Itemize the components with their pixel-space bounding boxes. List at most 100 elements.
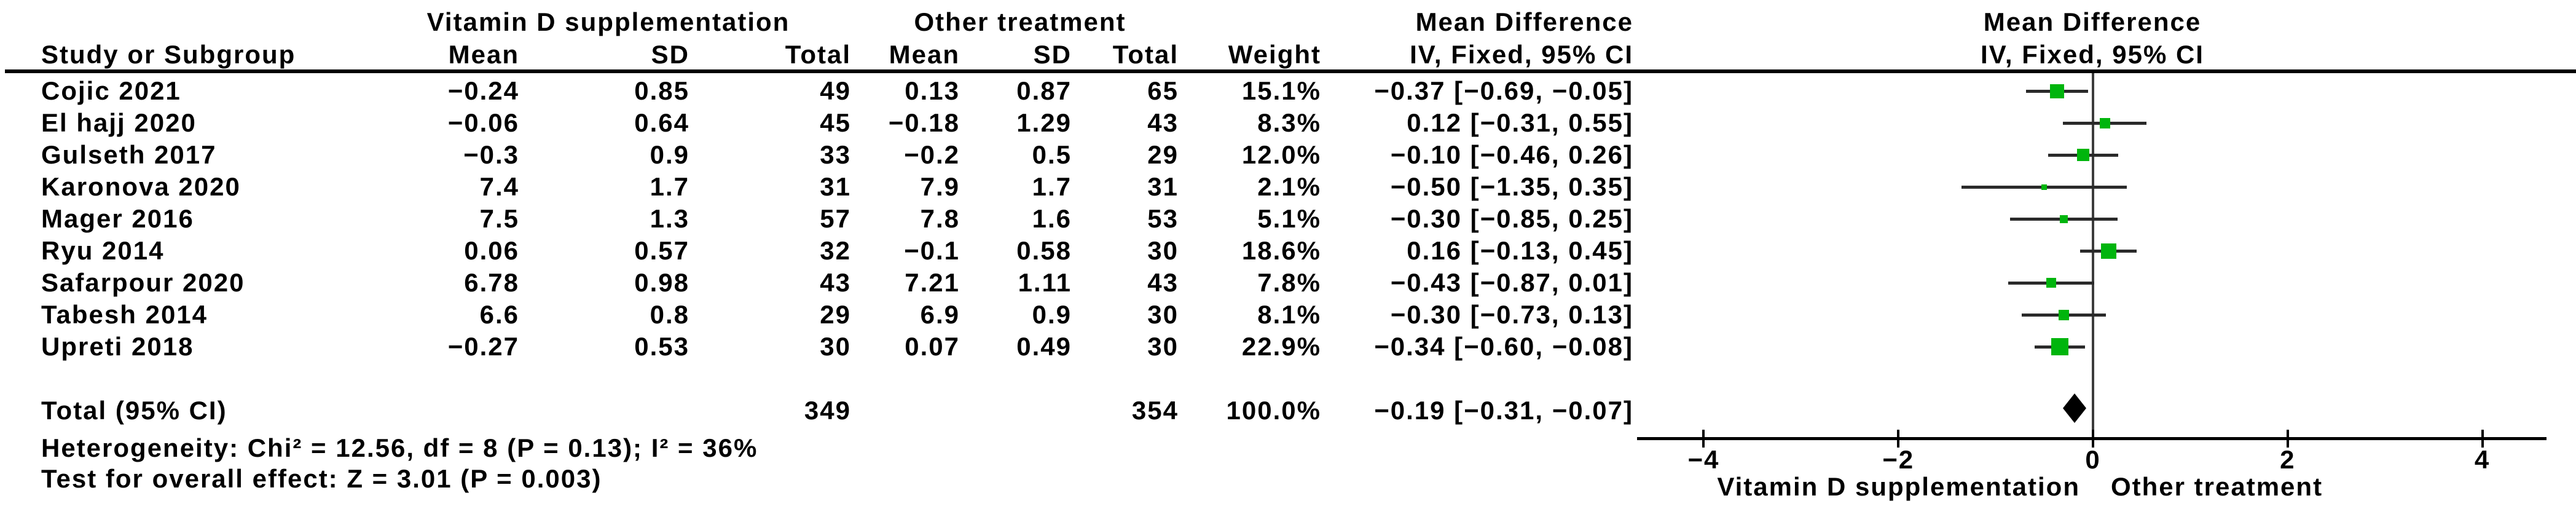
vd-mean-cell: 7.5 [479,204,519,233]
vd-total-cell: 31 [820,172,851,201]
vd-total-cell: 45 [820,108,851,137]
effect-square [2059,310,2069,320]
md-ci-cell: −0.34 [−0.60, −0.08] [1374,332,1633,361]
vd-total-header: Total [785,40,851,69]
vd-mean-cell: 7.4 [479,172,519,201]
effect-square [2077,149,2089,161]
other-total-header: Total [1112,40,1179,69]
other-sd-cell: 0.5 [1032,140,1072,169]
vd-total-cell: 49 [820,76,851,105]
study-name: Mager 2016 [41,204,194,233]
other-total-cell: 65 [1147,76,1179,105]
axis-tick [2286,430,2289,448]
weight-cell: 8.3% [1257,108,1321,137]
other-sd-cell: 0.49 [1016,332,1072,361]
effect-square [2101,243,2116,259]
weight-cell: 7.8% [1257,268,1321,297]
other-mean-cell: −0.1 [904,236,960,265]
md-ci-cell: 0.16 [−0.13, 0.45] [1407,236,1633,265]
vd-sd-cell: 0.85 [634,76,689,105]
weight-header: Weight [1228,40,1321,69]
weight-cell: 2.1% [1257,172,1321,201]
weight-cell: 5.1% [1257,204,1321,233]
total-label: Total (95% CI) [41,396,227,425]
other-sd-cell: 0.9 [1032,300,1072,329]
other-total-cell: 43 [1147,108,1179,137]
vd-mean-cell: −0.24 [447,76,519,105]
other-total-cell: 43 [1147,268,1179,297]
vd-sd-cell: 0.53 [634,332,689,361]
favours-left-label: Vitamin D supplementation [1717,472,2080,501]
axis-tick [1702,430,1705,448]
effect-square [2041,184,2047,190]
plot-mean-difference-header: Mean Difference [1983,7,2202,36]
other-total-cell: 30 [1147,300,1179,329]
vd-mean-cell: 0.06 [464,236,519,265]
vd-sd-cell: 0.57 [634,236,689,265]
study-name: Cojic 2021 [41,76,181,105]
vd-total-cell: 30 [820,332,851,361]
axis-tick-label: −4 [1687,445,1720,474]
vd-mean-cell: 6.78 [464,268,519,297]
vd-total-cell: 33 [820,140,851,169]
axis-tick [2092,430,2094,448]
other-sd-cell: 0.58 [1016,236,1072,265]
other-mean-header: Mean [889,40,960,69]
total-diamond [2062,393,2086,423]
vd-total-cell: 43 [820,268,851,297]
axis-tick-label: 4 [2474,445,2491,474]
effect-square [2051,338,2068,355]
other-mean-cell: 7.21 [905,268,960,297]
md-ci-cell: −0.50 [−1.35, 0.35] [1390,172,1633,201]
vd-sd-cell: 1.3 [650,204,689,233]
effect-square [2060,215,2068,223]
weight-cell: 18.6% [1241,236,1321,265]
other-mean-cell: 6.9 [920,300,960,329]
other-total-cell: 29 [1147,140,1179,169]
effect-square [2100,118,2110,128]
other-group-header: Other treatment [914,7,1126,36]
axis-tick-label: −2 [1882,445,1915,474]
zero-effect-line [2092,73,2094,438]
other-sd-cell: 0.87 [1016,76,1072,105]
study-name: Ryu 2014 [41,236,165,265]
md-ci-cell: −0.10 [−0.46, 0.26] [1390,140,1633,169]
md-ci-cell: 0.12 [−0.31, 0.55] [1407,108,1633,137]
other-total-cell: 30 [1147,236,1179,265]
study-name: Tabesh 2014 [41,300,208,329]
study-name: Gulseth 2017 [41,140,217,169]
study-name: El hajj 2020 [41,108,197,137]
effect-square [2046,278,2056,288]
header-separator-line [5,69,2576,73]
md-ci-cell: −0.43 [−0.87, 0.01] [1390,268,1633,297]
other-mean-cell: 7.8 [920,204,960,233]
axis-tick-label: 2 [2280,445,2296,474]
other-sd-cell: 1.6 [1032,204,1072,233]
other-sd-cell: 1.11 [1018,268,1072,297]
vd-group-header: Vitamin D supplementation [426,7,790,36]
mean-difference-col-header: Mean Difference [1415,7,1633,36]
vd-sd-cell: 0.9 [650,140,689,169]
md-ci-cell: −0.30 [−0.73, 0.13] [1390,300,1633,329]
vd-sd-cell: 0.98 [634,268,689,297]
other-mean-cell: 7.9 [920,172,960,201]
other-sd-header: SD [1033,40,1072,69]
weight-cell: 15.1% [1241,76,1321,105]
other-total-cell: 30 [1147,332,1179,361]
other-mean-cell: 0.07 [905,332,960,361]
other-total-cell: 31 [1147,172,1179,201]
vd-sd-cell: 1.7 [650,172,689,201]
vd-total-cell: 57 [820,204,851,233]
iv-fixed-ci-header: IV, Fixed, 95% CI [1410,40,1633,69]
axis-tick-label: 0 [2085,445,2101,474]
vd-sd-header: SD [651,40,689,69]
vd-total-cell: 32 [820,236,851,265]
total-weight: 100.0% [1226,396,1321,425]
vd-mean-cell: −0.06 [447,108,519,137]
vd-sd-cell: 0.64 [634,108,689,137]
favours-right-label: Other treatment [2111,472,2323,501]
other-mean-cell: −0.2 [904,140,960,169]
